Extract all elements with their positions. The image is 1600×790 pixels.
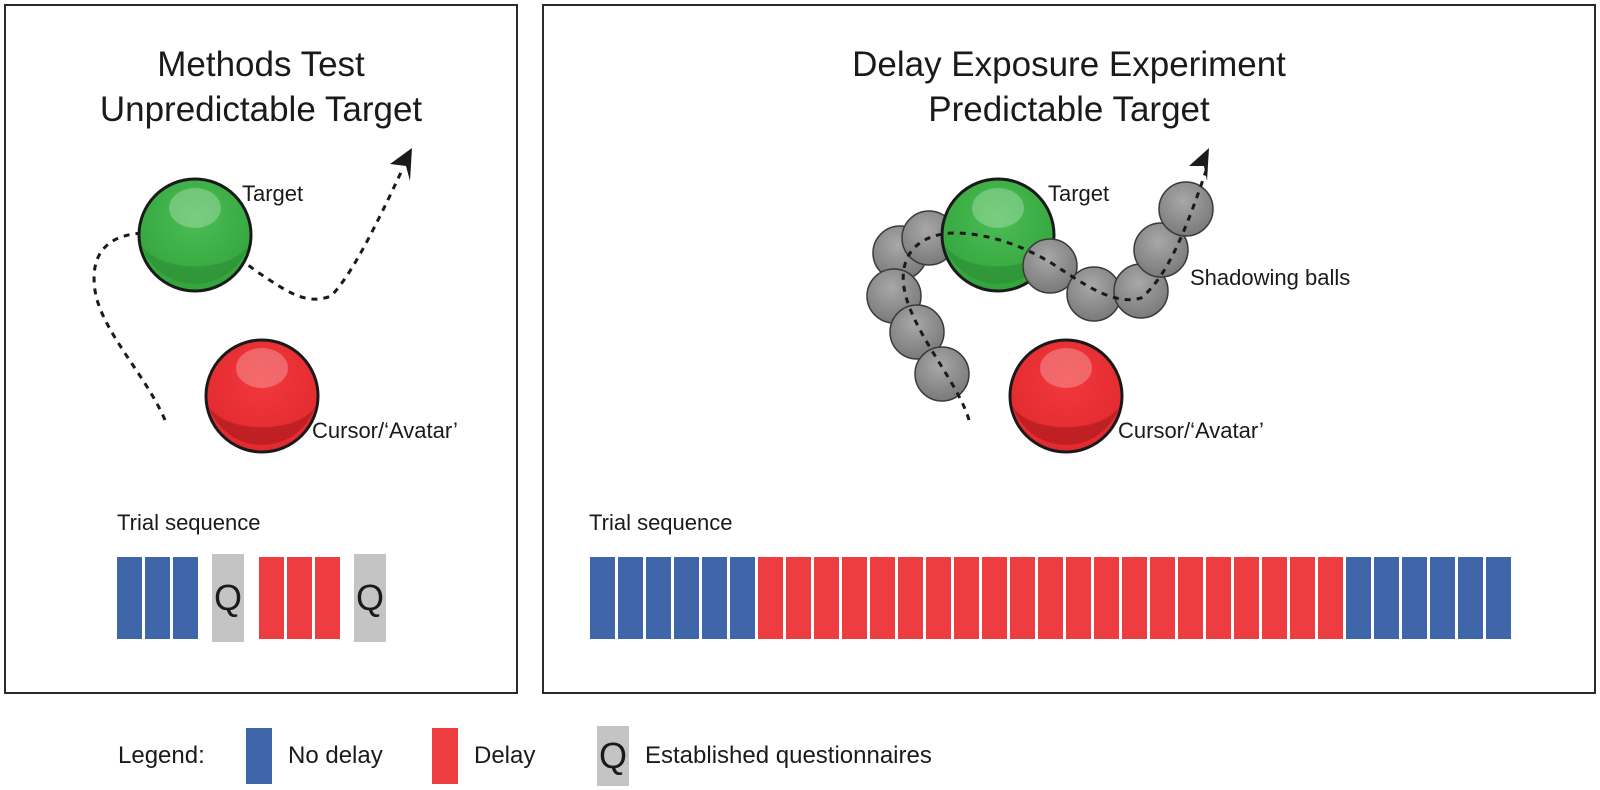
right-sequence-label: Trial sequence xyxy=(589,510,733,535)
right-cursor-label: Cursor/‘Avatar’ xyxy=(1118,418,1264,443)
shadow-ball xyxy=(914,346,970,402)
delay-trial-bar xyxy=(982,557,1007,639)
delay-trial-bar xyxy=(315,557,340,639)
delay-trial-bar xyxy=(1206,557,1231,639)
delay-trial-bar xyxy=(1290,557,1315,639)
legend: Legend: No delay Delay Q Established que… xyxy=(0,712,1600,786)
no-delay-trial-bar xyxy=(1430,557,1455,639)
legend-questionnaire-label: Established questionnaires xyxy=(645,742,932,769)
trajectory-arrowhead xyxy=(1189,148,1209,181)
trajectory-arrowhead xyxy=(390,148,412,181)
left-target-label: Target xyxy=(242,181,304,206)
delay-trial-bar xyxy=(1122,557,1147,639)
legend-delay-swatch xyxy=(432,728,458,784)
questionnaire-block: Q xyxy=(212,554,244,642)
right-trial-sequence xyxy=(590,557,1514,639)
right-title-line1: Delay Exposure Experiment xyxy=(852,45,1286,84)
delay-exposure-panel: Delay Exposure Experiment Predictable Ta… xyxy=(542,4,1596,694)
no-delay-trial-bar xyxy=(730,557,755,639)
delay-trial-bar xyxy=(898,557,923,639)
shadow-ball xyxy=(1066,266,1122,322)
delay-trial-bar xyxy=(870,557,895,639)
no-delay-trial-bar xyxy=(145,557,170,639)
questionnaire-block: Q xyxy=(354,554,386,642)
delay-trial-bar xyxy=(814,557,839,639)
target-ball xyxy=(137,177,253,293)
delay-trial-bar xyxy=(954,557,979,639)
shadow-ball xyxy=(1158,181,1214,237)
methods-test-panel: Methods Test Unpredictable Target Target… xyxy=(4,4,518,694)
target-trajectory xyxy=(92,167,405,421)
delay-trial-bar xyxy=(1010,557,1035,639)
no-delay-trial-bar xyxy=(618,557,643,639)
no-delay-trial-bar xyxy=(1458,557,1483,639)
legend-questionnaire-swatch: Q xyxy=(597,726,629,786)
delay-trial-bar xyxy=(926,557,951,639)
delay-trial-bar xyxy=(1178,557,1203,639)
cursor-ball xyxy=(204,338,320,454)
no-delay-trial-bar xyxy=(674,557,699,639)
delay-trial-bar xyxy=(1234,557,1259,639)
delay-trial-bar xyxy=(1094,557,1119,639)
delay-trial-bar xyxy=(758,557,783,639)
right-title-line2: Predictable Target xyxy=(928,90,1210,129)
shadow-ball xyxy=(1133,222,1189,278)
no-delay-trial-bar xyxy=(702,557,727,639)
no-delay-trial-bar xyxy=(1374,557,1399,639)
shadow-ball xyxy=(1022,238,1078,294)
shadowing-balls-front xyxy=(1022,181,1214,322)
delay-trial-bar xyxy=(842,557,867,639)
legend-no-delay-swatch xyxy=(246,728,272,784)
left-title-line2: Unpredictable Target xyxy=(99,90,423,129)
left-scene xyxy=(92,148,412,454)
shadow-ball xyxy=(889,304,945,360)
legend-no-delay-label: No delay xyxy=(288,742,383,769)
no-delay-trial-bar xyxy=(1402,557,1427,639)
right-target-label: Target xyxy=(1048,181,1110,206)
delay-trial-bar xyxy=(1318,557,1343,639)
no-delay-trial-bar xyxy=(590,557,615,639)
no-delay-trial-bar xyxy=(1346,557,1371,639)
left-title-line1: Methods Test xyxy=(157,45,365,84)
right-scene xyxy=(866,148,1214,454)
legend-delay-label: Delay xyxy=(474,742,536,769)
delay-trial-bar xyxy=(1150,557,1175,639)
delay-trial-bar xyxy=(287,557,312,639)
target-trajectory xyxy=(901,167,1209,421)
delay-trial-bar xyxy=(1066,557,1091,639)
delay-trial-bar xyxy=(259,557,284,639)
left-sequence-label: Trial sequence xyxy=(117,510,261,535)
no-delay-trial-bar xyxy=(646,557,671,639)
delay-trial-bar xyxy=(1262,557,1287,639)
legend-title: Legend: xyxy=(118,742,205,769)
delay-trial-bar xyxy=(786,557,811,639)
delay-trial-bar xyxy=(1038,557,1063,639)
no-delay-trial-bar xyxy=(173,557,198,639)
no-delay-trial-bar xyxy=(117,557,142,639)
left-cursor-label: Cursor/‘Avatar’ xyxy=(312,418,458,443)
no-delay-trial-bar xyxy=(1486,557,1511,639)
shadowing-balls-label: Shadowing balls xyxy=(1190,265,1351,290)
cursor-ball xyxy=(1008,338,1124,454)
